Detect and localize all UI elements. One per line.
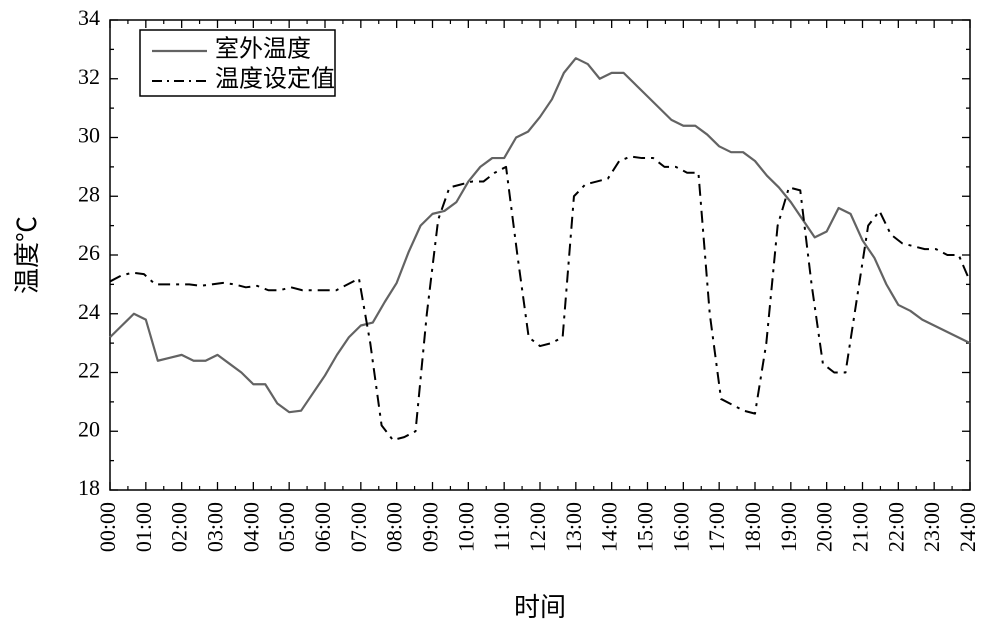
- x-tick-label: 09:00: [418, 502, 443, 552]
- y-tick-label: 20: [78, 416, 100, 441]
- x-tick-label: 23:00: [919, 502, 944, 552]
- y-axis-label: 温度℃: [13, 216, 42, 294]
- chart-svg: 18 20 22 24 26 28 30 32 34 00:00 01:00 02:00 03:00 04…: [0, 0, 1000, 630]
- x-tick-label: 07:00: [346, 502, 371, 552]
- x-tick-label: 16:00: [668, 502, 693, 552]
- x-tick-label: 03:00: [203, 502, 228, 552]
- x-tick-label: 22:00: [883, 502, 908, 552]
- x-tick-label: 19:00: [776, 502, 801, 552]
- x-tick-label: 13:00: [561, 502, 586, 552]
- x-tick-label: 08:00: [382, 502, 407, 552]
- legend-label: 温度设定值: [215, 66, 335, 93]
- y-tick-label: 32: [78, 64, 100, 89]
- legend: 室外温度温度设定值: [140, 30, 335, 96]
- y-tick-label: 18: [78, 475, 100, 500]
- x-tick-label: 20:00: [812, 502, 837, 552]
- x-tick-label: 11:00: [489, 502, 514, 551]
- x-axis-label: 时间: [514, 593, 566, 622]
- legend-label: 室外温度: [215, 36, 311, 63]
- x-tick-label: 15:00: [633, 502, 658, 552]
- y-tick-label: 30: [78, 123, 100, 148]
- x-tick-label: 05:00: [274, 502, 299, 552]
- x-tick-label: 21:00: [848, 502, 873, 552]
- y-tick-label: 28: [78, 181, 100, 206]
- x-tick-label: 12:00: [525, 502, 550, 552]
- x-tick-label: 24:00: [955, 502, 980, 552]
- x-tick-label: 04:00: [238, 502, 263, 552]
- y-tick-label: 22: [78, 358, 100, 383]
- x-tick-label: 06:00: [310, 502, 335, 552]
- y-tick-label: 24: [78, 299, 100, 324]
- x-tick-label: 18:00: [740, 502, 765, 552]
- y-tick-label: 26: [78, 240, 100, 265]
- x-tick-label: 14:00: [597, 502, 622, 552]
- y-tick-label: 34: [78, 5, 100, 30]
- line-chart: 18 20 22 24 26 28 30 32 34 00:00 01:00 02:00 03:00 04…: [0, 0, 1000, 630]
- x-tick-label: 17:00: [704, 502, 729, 552]
- x-tick-label: 00:00: [95, 502, 120, 552]
- x-tick-label: 10:00: [453, 502, 478, 552]
- x-tick-label: 01:00: [131, 502, 156, 552]
- x-tick-label: 02:00: [167, 502, 192, 552]
